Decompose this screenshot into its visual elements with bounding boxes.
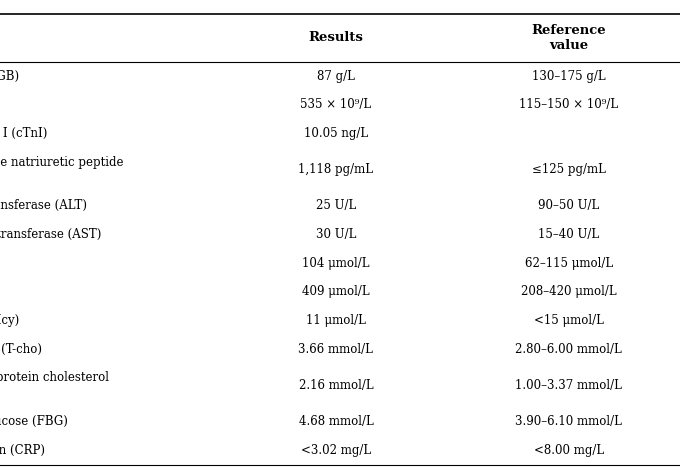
- Text: Cardiac troponin I (cTnI): Cardiac troponin I (cTnI): [0, 127, 48, 140]
- Text: 208–420 μmol/L: 208–420 μmol/L: [521, 285, 617, 298]
- Text: 2.80–6.00 mmol/L: 2.80–6.00 mmol/L: [515, 343, 622, 356]
- Text: Reference
value: Reference value: [531, 24, 606, 52]
- Text: 104 μmol/L: 104 μmol/L: [302, 256, 370, 270]
- Text: Homocysteine (Hcy): Homocysteine (Hcy): [0, 314, 19, 327]
- Text: 1.00–3.37 mmol/L: 1.00–3.37 mmol/L: [515, 379, 622, 392]
- Text: Total cholesterol (T-cho): Total cholesterol (T-cho): [0, 343, 42, 356]
- Text: 25 U/L: 25 U/L: [316, 199, 356, 212]
- Text: 3.90–6.10 mmol/L: 3.90–6.10 mmol/L: [515, 415, 622, 428]
- Text: <3.02 mg/L: <3.02 mg/L: [301, 444, 371, 456]
- Text: 11 μmol/L: 11 μmol/L: [306, 314, 366, 327]
- Text: 15–40 U/L: 15–40 U/L: [538, 228, 599, 241]
- Text: 10.05 ng/L: 10.05 ng/L: [304, 127, 368, 140]
- Text: 1,118 pg/mL: 1,118 pg/mL: [299, 163, 373, 176]
- Text: Results: Results: [309, 31, 363, 45]
- Text: Haemoglobin (HGB): Haemoglobin (HGB): [0, 70, 19, 82]
- Text: 3.66 mmol/L: 3.66 mmol/L: [299, 343, 373, 356]
- Text: 409 μmol/L: 409 μmol/L: [302, 285, 370, 298]
- Text: 62–115 μmol/L: 62–115 μmol/L: [524, 256, 613, 270]
- Text: 87 g/L: 87 g/L: [317, 70, 355, 82]
- Text: 535 × 10⁹/L: 535 × 10⁹/L: [301, 98, 371, 111]
- Text: Alanine aminotransferase (ALT): Alanine aminotransferase (ALT): [0, 199, 87, 212]
- Text: Fasting blood-glucose (FBG): Fasting blood-glucose (FBG): [0, 415, 68, 428]
- Text: Low-density lipoprotein cholesterol
(LDL-C): Low-density lipoprotein cholesterol (LDL…: [0, 371, 109, 400]
- Text: 130–175 g/L: 130–175 g/L: [532, 70, 605, 82]
- Text: 30 U/L: 30 U/L: [316, 228, 356, 241]
- Text: <8.00 mg/L: <8.00 mg/L: [534, 444, 604, 456]
- Text: C-reactive protein (CRP): C-reactive protein (CRP): [0, 444, 45, 456]
- Text: Aspartate aminotransferase (AST): Aspartate aminotransferase (AST): [0, 228, 101, 241]
- Text: ≤125 pg/mL: ≤125 pg/mL: [532, 163, 606, 176]
- Text: 90–50 U/L: 90–50 U/L: [538, 199, 599, 212]
- Text: 4.68 mmol/L: 4.68 mmol/L: [299, 415, 373, 428]
- Text: 115–150 × 10⁹/L: 115–150 × 10⁹/L: [519, 98, 618, 111]
- Text: <15 μmol/L: <15 μmol/L: [534, 314, 604, 327]
- Text: N-Terminal B-type natriuretic peptide
(NT-proBNP): N-Terminal B-type natriuretic peptide (N…: [0, 155, 124, 183]
- Text: 2.16 mmol/L: 2.16 mmol/L: [299, 379, 373, 392]
